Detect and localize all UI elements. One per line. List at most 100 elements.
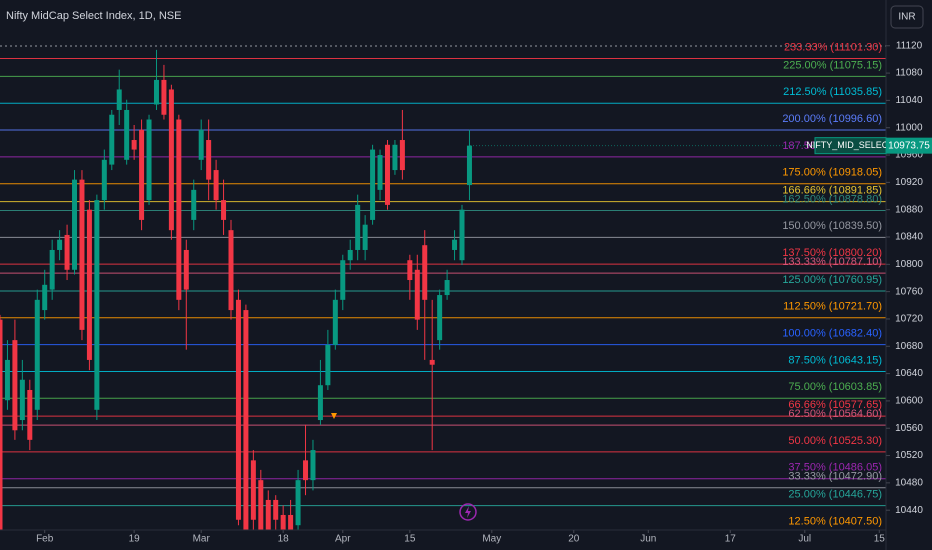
- lightning-icon[interactable]: [459, 503, 477, 521]
- candle-body: [131, 140, 137, 150]
- candle-body: [325, 344, 331, 386]
- fib-label: 162.50% (10878.80): [782, 193, 882, 205]
- x-tick-label: Jun: [640, 534, 656, 545]
- candle-body: [206, 140, 212, 180]
- fib-label: 50.00% (10525.30): [788, 435, 882, 447]
- candle-body: [295, 480, 301, 526]
- candle-body: [146, 119, 152, 201]
- candle-body: [4, 359, 10, 401]
- candle-body: [377, 155, 383, 190]
- candle-body: [191, 189, 197, 220]
- last-price-box: [886, 137, 932, 154]
- fib-label: 12.50% (10407.50): [788, 515, 882, 527]
- candle-body: [19, 379, 25, 421]
- x-tick-label: 15: [404, 534, 416, 545]
- candle-body: [332, 299, 338, 345]
- candle-body: [317, 385, 323, 421]
- candle-body: [392, 144, 398, 171]
- symbol-tag: NIFTY_MID_SELECT: [806, 140, 894, 150]
- fib-label: 137.50% (10800.20): [782, 247, 882, 259]
- y-tick-label: 10960: [895, 150, 923, 161]
- fib-labels: 233.33% (11101.30) 225.00% (11075.15) 212.…: [782, 41, 882, 527]
- y-tick-label: 10800: [895, 259, 923, 270]
- fib-label: 233.33% (11101.30): [784, 41, 882, 53]
- candle-body: [243, 310, 249, 530]
- y-tick-label: 10600: [895, 396, 923, 407]
- candle-body: [86, 209, 92, 360]
- candle-body: [12, 340, 18, 431]
- candle-body: [109, 114, 115, 165]
- candle-body: [444, 280, 450, 296]
- y-tick-label: 10760: [895, 286, 923, 297]
- fib-label: 33.33% (10472.90): [788, 471, 882, 483]
- candle-body: [0, 319, 3, 530]
- candle-body: [49, 249, 55, 290]
- candle-body: [198, 129, 204, 160]
- fib-label: 212.50% (11035.85): [783, 86, 882, 98]
- candle-body: [466, 145, 472, 186]
- currency-button[interactable]: [890, 5, 924, 29]
- x-tick-label: 17: [725, 534, 737, 545]
- candle-body: [64, 234, 70, 270]
- y-tick-label: 11120: [896, 40, 923, 51]
- candle-body: [280, 514, 286, 530]
- x-tick-label: 19: [129, 534, 141, 545]
- candle-body: [79, 179, 85, 330]
- candle-body: [176, 119, 182, 300]
- candle-body: [235, 299, 241, 520]
- currency-label[interactable]: INR: [898, 12, 915, 23]
- fib-label: 133.33% (10787.10): [782, 256, 882, 268]
- price-axis: 10440 10480 10520 10560 10600 10640 10680 10720…: [886, 40, 923, 516]
- fib-label: 62.50% (10564.60): [788, 408, 882, 420]
- y-tick-label: 11080: [895, 68, 923, 79]
- candle-body: [72, 179, 78, 270]
- candle-body: [265, 499, 271, 530]
- candle-body: [273, 499, 279, 520]
- candle-body: [288, 514, 294, 530]
- candle-body: [183, 249, 189, 290]
- candle-body: [42, 284, 48, 311]
- candle-body: [228, 230, 234, 311]
- candle-body: [459, 209, 465, 261]
- candle-body: [94, 200, 100, 410]
- candle-body: [422, 245, 428, 300]
- candle-body: [116, 89, 122, 110]
- y-tick-label: 10480: [895, 478, 923, 489]
- x-tick-label: Mar: [193, 534, 211, 545]
- candle-body: [347, 249, 353, 261]
- last-price-label: 10973.75: [888, 140, 930, 151]
- y-tick-label: 11000: [895, 122, 923, 133]
- candle-body: [213, 170, 219, 201]
- candle-body: [139, 129, 145, 220]
- plot-area: [0, 45, 886, 530]
- fib-label: 87.50% (10643.15): [788, 354, 882, 366]
- lightning-bolt: [465, 506, 471, 518]
- candle-body: [362, 224, 368, 250]
- y-tick-label: 10840: [895, 232, 923, 243]
- fib-label: 100.00% (10682.40): [782, 328, 882, 340]
- y-tick-label: 10440: [895, 505, 923, 516]
- event-marker[interactable]: [331, 413, 337, 419]
- candle-body: [437, 295, 443, 341]
- x-tick-label: Apr: [335, 534, 351, 545]
- y-tick-label: 11040: [895, 95, 923, 106]
- candle-body: [370, 149, 376, 220]
- y-tick-label: 10720: [895, 314, 923, 325]
- candle-body: [153, 79, 159, 105]
- y-tick-label: 10880: [895, 204, 923, 215]
- x-tick-label: 18: [278, 534, 290, 545]
- fib-label: 150.00% (10839.50): [782, 220, 882, 232]
- candle-body: [34, 299, 40, 410]
- candle-body: [161, 79, 167, 115]
- chart-title: Nifty MidCap Select Index, 1D, NSE: [6, 10, 181, 22]
- candle-body: [258, 480, 264, 530]
- y-tick-label: 10680: [895, 341, 923, 352]
- x-tick-label: 20: [568, 534, 580, 545]
- y-tick-label: 10560: [895, 423, 923, 434]
- fib-label: 37.50% (10486.05): [788, 462, 882, 474]
- candle-body: [407, 260, 413, 281]
- fib-label: 75.00% (10603.85): [788, 381, 882, 393]
